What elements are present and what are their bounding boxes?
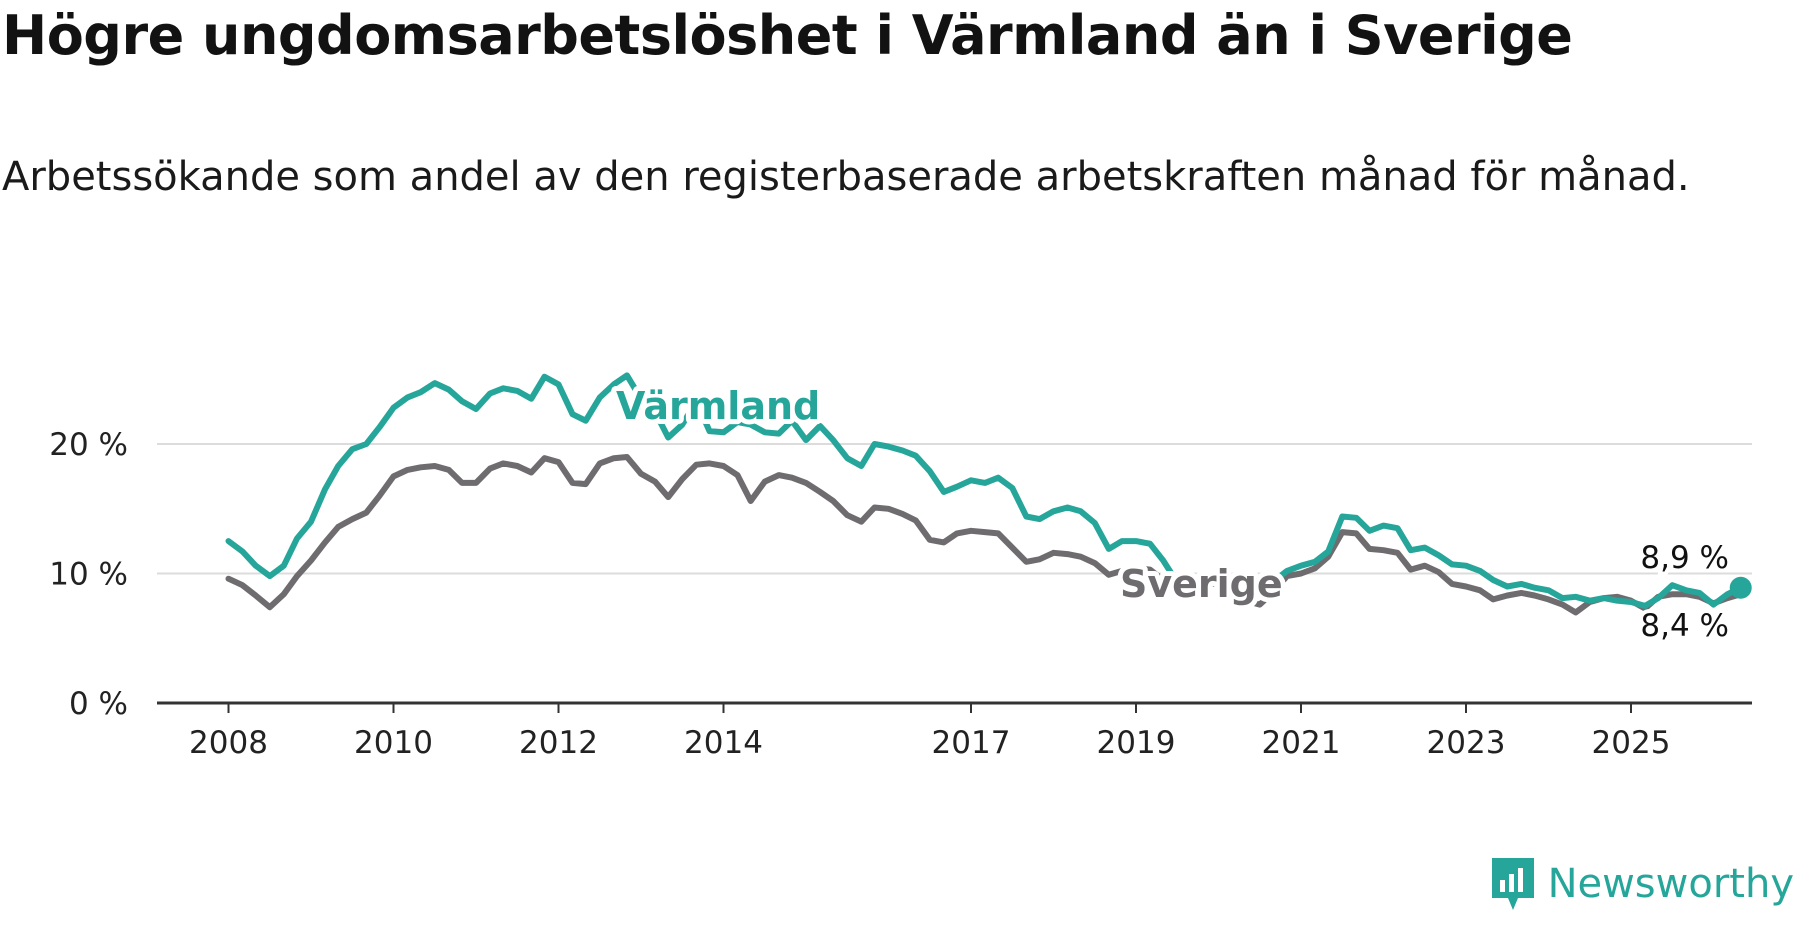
x-tick-label: 2008: [189, 725, 268, 761]
series-label-varmland: Värmland: [616, 384, 820, 428]
x-tick-label: 2017: [932, 725, 1011, 761]
y-tick-label: 20 %: [49, 427, 128, 463]
x-tick-label: 2025: [1592, 725, 1671, 761]
y-tick-label: 10 %: [49, 557, 128, 593]
chart-subtitle: Arbetssökande som andel av den registerb…: [2, 154, 1690, 200]
brand-name: Newsworthy: [1547, 861, 1794, 907]
x-tick-label: 2021: [1262, 725, 1341, 761]
x-tick-label: 2023: [1427, 725, 1506, 761]
newsworthy-logo-icon: [1491, 858, 1534, 910]
x-tick-label: 2019: [1097, 725, 1176, 761]
end-label-varmland: 8,9 %: [1640, 540, 1729, 576]
end-point-varmland: [1729, 576, 1752, 599]
series-label-sverige: Sverige: [1120, 562, 1283, 606]
brand[interactable]: Newsworthy: [1488, 854, 1794, 914]
x-tick-label: 2012: [519, 725, 598, 761]
x-tick-label: 2010: [354, 725, 433, 761]
series-line-varmland: [225, 372, 1744, 609]
chart-title: Högre ungdomsarbetslöshet i Värmland än …: [2, 4, 1573, 67]
y-tick-label: 0 %: [69, 686, 128, 722]
end-label-sverige: 8,4 %: [1640, 608, 1729, 644]
series-line-sverige: [225, 454, 1744, 616]
x-tick-label: 2014: [684, 725, 763, 761]
